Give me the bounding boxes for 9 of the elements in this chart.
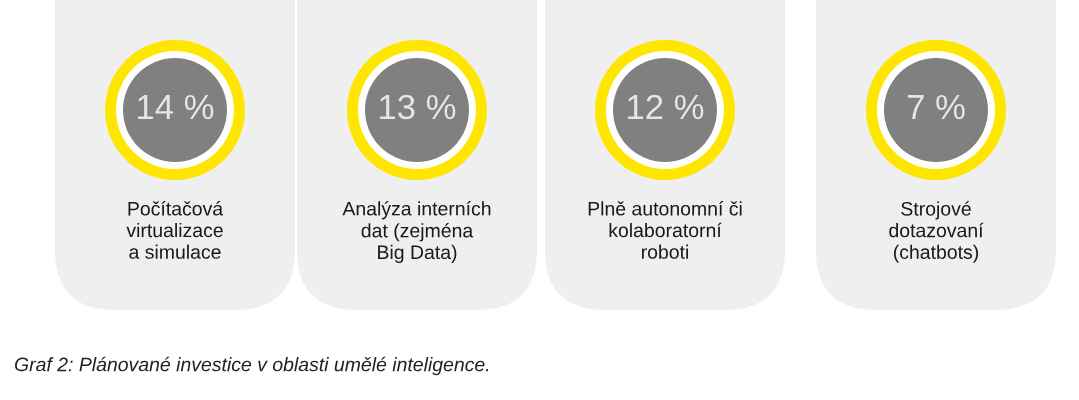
category-label: Analýza interních dat (zejména Big Data) [342, 201, 491, 263]
data-label: 12 % [628, 94, 704, 120]
data-label: 14 % [138, 94, 214, 120]
category-label: Strojové dotazovaní (chatbots) [889, 201, 984, 263]
text: Graf 2: Plánované investice v oblasti umělé inteligence. [14, 356, 489, 376]
category-label: Plně autonomní či kolaboratorní roboti [588, 201, 742, 259]
data-label: 7 % [907, 94, 965, 120]
data-label: 13 % [380, 94, 456, 120]
category-label: Počítačová virtualizace a simulace [126, 201, 224, 259]
